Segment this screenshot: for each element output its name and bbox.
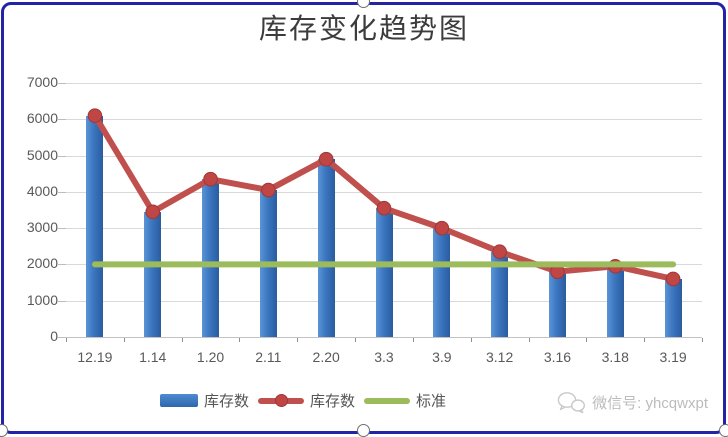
gridline-7000 <box>66 83 702 84</box>
chart-legend: 库存数 库存数 标准 <box>160 390 446 411</box>
x-axis-tick <box>470 338 472 342</box>
y-axis-label: 4000 <box>26 182 58 199</box>
legend-line-marker-swatch <box>258 393 305 408</box>
bar-12.19[interactable] <box>86 115 104 337</box>
y-axis-tick <box>58 337 66 338</box>
x-axis-label-2.11: 2.11 <box>255 349 282 365</box>
legend-item-inventory-line[interactable]: 库存数 <box>258 390 355 411</box>
bar-2.20[interactable] <box>317 159 335 337</box>
x-axis-label-2.20: 2.20 <box>312 349 340 365</box>
x-axis-label-1.14: 1.14 <box>139 349 167 365</box>
gridline-6000 <box>66 119 702 121</box>
x-axis-label-12.19: 12.19 <box>77 349 113 365</box>
legend-label: 库存数 <box>204 393 250 410</box>
y-axis-label: 6000 <box>26 110 58 127</box>
y-axis-tick <box>58 228 66 230</box>
x-axis-tick <box>644 338 646 342</box>
y-axis-tick <box>58 83 66 84</box>
legend-label: 标准 <box>416 393 447 410</box>
x-axis-tick <box>181 338 183 342</box>
legend-standard-swatch <box>364 397 411 404</box>
y-axis-tick <box>58 264 66 266</box>
y-axis-tick <box>58 300 66 302</box>
y-axis-label: 1000 <box>26 291 58 308</box>
x-axis-tick <box>355 338 357 342</box>
y-axis-label: 7000 <box>26 74 58 90</box>
y-axis-tick <box>58 119 66 121</box>
x-axis-tick <box>239 338 241 342</box>
bar-3.18[interactable] <box>606 266 624 337</box>
selection-handle-bottom-left[interactable] <box>0 424 8 437</box>
watermark-label: 微信号: yhcqwxpt <box>592 395 708 412</box>
x-axis-label-3.19: 3.19 <box>659 349 687 365</box>
y-axis-tick <box>58 191 66 193</box>
x-axis-tick <box>123 338 125 342</box>
x-axis-tick <box>586 338 588 342</box>
y-axis-label: 0 <box>50 328 58 344</box>
selection-handle-bottom-right[interactable] <box>719 424 728 437</box>
bar-1.14[interactable] <box>144 211 162 337</box>
bar-1.20[interactable] <box>202 179 220 337</box>
x-axis-label-3.18: 3.18 <box>601 349 629 365</box>
chart-title[interactable]: 库存变化趋势图 <box>258 12 469 45</box>
x-axis-label-3.9: 3.9 <box>432 349 452 365</box>
x-axis-tick <box>528 338 530 342</box>
y-axis-tick <box>58 155 66 157</box>
bar-3.16[interactable] <box>548 271 566 337</box>
y-axis-label: 2000 <box>26 255 58 272</box>
x-axis-tick <box>66 338 67 342</box>
y-axis-label: 3000 <box>26 219 58 236</box>
legend-item-inventory-bars[interactable]: 库存数 <box>160 390 249 411</box>
bar-3.9[interactable] <box>433 228 451 337</box>
x-axis-line <box>66 337 702 338</box>
bar-3.3[interactable] <box>375 208 393 337</box>
legend-bar-swatch <box>160 394 198 407</box>
wechat-icon <box>557 392 586 414</box>
legend-label: 库存数 <box>310 393 356 410</box>
watermark: 微信号: yhcqwxpt <box>556 391 708 414</box>
x-axis-tick <box>297 338 299 342</box>
x-axis-label-3.16: 3.16 <box>543 349 572 365</box>
x-axis-label-3.12: 3.12 <box>486 349 514 365</box>
selection-handle-bottom-center[interactable] <box>357 424 370 437</box>
x-axis-label-3.3: 3.3 <box>374 349 394 365</box>
y-axis-label: 5000 <box>26 146 58 163</box>
bar-3.19[interactable] <box>664 278 682 337</box>
bar-2.11[interactable] <box>259 190 277 337</box>
gridline-5000 <box>66 155 702 157</box>
bar-3.12[interactable] <box>491 251 509 337</box>
x-axis-tick <box>702 338 703 342</box>
gridline-4000 <box>66 191 702 193</box>
legend-item-standard-line[interactable]: 标准 <box>364 390 446 411</box>
x-axis-label-1.20: 1.20 <box>196 349 225 365</box>
x-axis-tick <box>412 338 414 342</box>
